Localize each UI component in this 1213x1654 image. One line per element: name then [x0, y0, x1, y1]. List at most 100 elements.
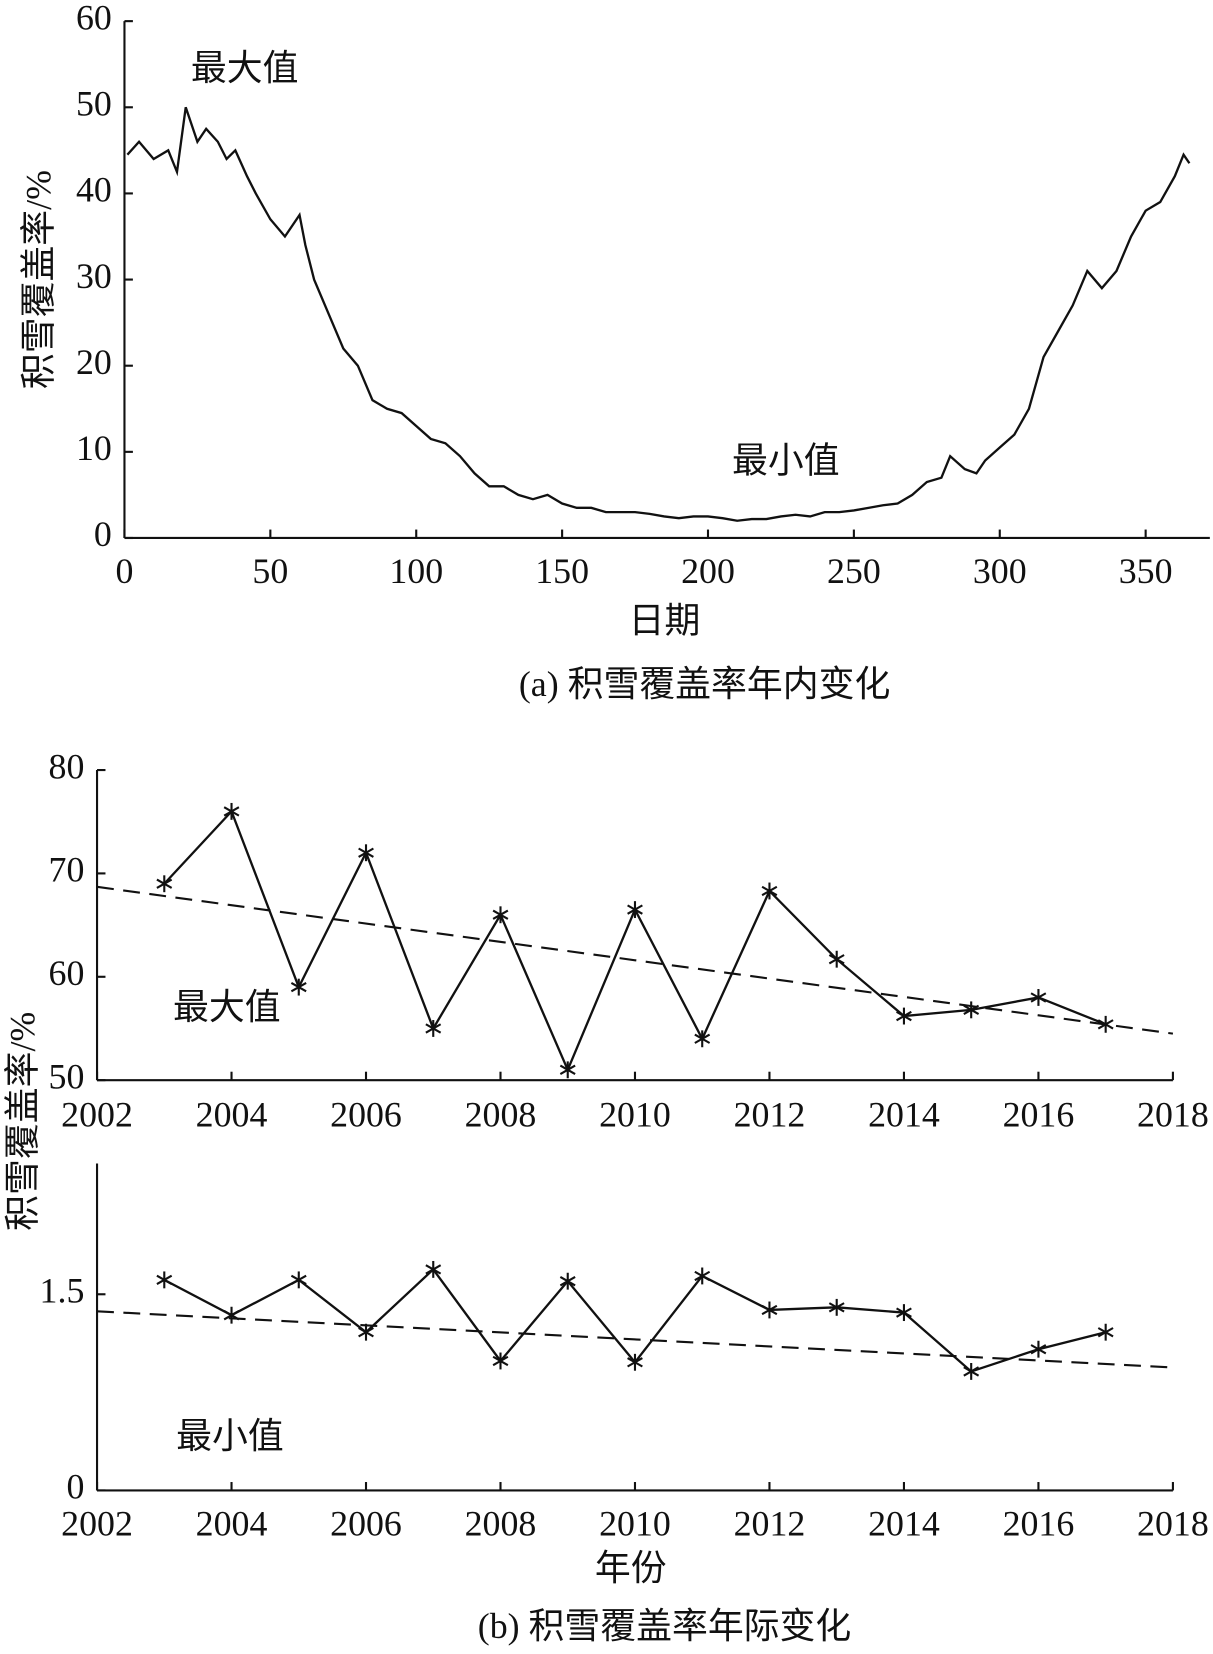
marker: [963, 1001, 980, 1019]
marker: [761, 1301, 778, 1319]
y-tick-label: 60: [76, 0, 112, 37]
x-tick-label: 2002: [61, 1504, 133, 1544]
marker-stroke: [896, 1307, 912, 1318]
marker-stroke: [828, 1302, 845, 1313]
marker-stroke: [761, 1304, 778, 1316]
y-tick-label: 0: [94, 514, 112, 554]
marker: [559, 1061, 576, 1079]
marker-stroke: [1030, 1344, 1047, 1355]
marker: [694, 1267, 711, 1285]
marker-stroke: [828, 954, 845, 965]
y-tick-label: 80: [49, 746, 85, 786]
x-tick-label: 2014: [868, 1504, 940, 1544]
marker: [156, 1271, 173, 1289]
x-tick-label: 250: [827, 551, 881, 591]
marker-stroke: [492, 909, 509, 920]
data-line: [163, 809, 1107, 1073]
annotation: 最小值: [732, 440, 840, 480]
x-tick-label: 2006: [330, 1094, 402, 1134]
marker: [223, 802, 240, 820]
marker-stroke: [694, 1270, 711, 1282]
x-tick-label: 2010: [599, 1504, 671, 1544]
x-tick-label: 2018: [1137, 1094, 1209, 1134]
x-tick-label: 150: [535, 551, 589, 591]
y-tick-label: 50: [49, 1056, 85, 1096]
y-axis-label: 积雪覆盖率/%: [3, 1012, 43, 1231]
marker-stroke: [559, 1064, 576, 1075]
marker: [290, 978, 307, 996]
annotation: 最大值: [173, 987, 281, 1027]
marker-stroke: [963, 1366, 980, 1377]
marker-stroke: [896, 1010, 912, 1022]
marker: [963, 1362, 980, 1380]
y-tick-label: 10: [76, 428, 112, 468]
x-tick-label: 2006: [330, 1504, 402, 1544]
x-tick-label: 2002: [61, 1094, 133, 1134]
x-axis-label: 日期: [629, 601, 701, 641]
marker-stroke: [627, 1357, 643, 1368]
marker-stroke: [223, 1310, 240, 1321]
x-tick-label: 2012: [734, 1504, 806, 1544]
marker: [627, 1353, 643, 1371]
caption: (a) 积雪覆盖率年内变化: [519, 664, 891, 704]
trend-line: [96, 1310, 1173, 1369]
x-tick-label: 2004: [196, 1504, 268, 1544]
caption: (b) 积雪覆盖率年际变化: [478, 1606, 852, 1646]
marker-stroke: [425, 1264, 442, 1275]
marker: [156, 875, 173, 893]
x-tick-label: 2010: [599, 1094, 671, 1134]
y-axis-label: 积雪覆盖率/%: [18, 170, 58, 389]
marker: [627, 901, 643, 919]
marker: [223, 1306, 240, 1324]
x-tick-label: 2008: [465, 1504, 537, 1544]
marker: [896, 1304, 912, 1322]
x-axis-label: 年份: [595, 1548, 667, 1588]
x-tick-label: 100: [389, 551, 443, 591]
marker-stroke: [559, 1276, 576, 1287]
y-tick-label: 0: [66, 1467, 84, 1507]
marker-stroke: [358, 1327, 374, 1338]
marker: [1030, 989, 1047, 1006]
x-tick-label: 2018: [1137, 1504, 1209, 1544]
marker: [492, 1352, 509, 1370]
marker-stroke: [1030, 992, 1047, 1003]
x-tick-label: 2004: [196, 1094, 268, 1134]
marker: [1030, 1340, 1047, 1358]
trend-line: [96, 885, 1174, 1035]
marker: [896, 1007, 912, 1025]
marker-stroke: [1097, 1019, 1114, 1030]
marker: [828, 1298, 845, 1316]
marker-stroke: [1097, 1327, 1114, 1338]
annotation: 最小值: [176, 1416, 284, 1456]
x-tick-label: 200: [681, 551, 735, 591]
marker: [492, 906, 509, 924]
marker: [559, 1272, 576, 1290]
marker: [694, 1030, 711, 1048]
x-tick-label: 300: [973, 551, 1027, 591]
x-tick-label: 2014: [868, 1094, 940, 1134]
marker: [358, 1323, 374, 1341]
marker-stroke: [425, 1023, 442, 1034]
y-tick-label: 60: [49, 953, 85, 993]
marker: [1097, 1015, 1114, 1033]
marker-stroke: [761, 885, 778, 897]
marker: [425, 1260, 442, 1278]
marker-stroke: [290, 1274, 307, 1286]
x-tick-label: 2016: [1003, 1504, 1075, 1544]
marker: [1097, 1323, 1114, 1341]
marker-stroke: [694, 1033, 711, 1044]
marker-stroke: [156, 1274, 173, 1286]
y-tick-label: 30: [76, 256, 112, 296]
y-tick-label: 50: [76, 84, 112, 124]
x-tick-label: 2016: [1003, 1094, 1075, 1134]
marker: [425, 1020, 442, 1037]
y-tick-label: 1.5: [40, 1271, 85, 1311]
x-tick-label: 0: [115, 551, 133, 591]
annotation: 最大值: [191, 48, 299, 88]
marker: [290, 1271, 307, 1289]
marker-stroke: [290, 981, 307, 993]
x-tick-label: 2012: [734, 1094, 806, 1134]
y-tick-label: 70: [49, 850, 85, 890]
x-tick-label: 2008: [465, 1094, 537, 1134]
